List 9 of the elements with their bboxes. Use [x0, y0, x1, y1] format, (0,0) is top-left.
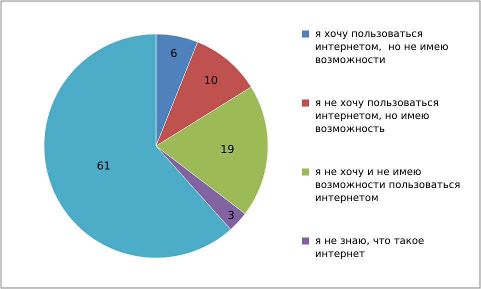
legend-label: я не хочу и не имею возможности пользоваться интернетом — [315, 167, 460, 204]
legend-label: я не хочу пользоваться интернетом, но имею возможность — [315, 98, 439, 135]
legend-label: я хочу пользоваться интернетом, но не имею возможности — [315, 29, 448, 66]
legend-label: я не знаю, что такое интернет — [315, 236, 424, 260]
data-label: 6 — [170, 47, 178, 60]
data-label: 10 — [204, 74, 218, 88]
data-label: 3 — [228, 208, 235, 222]
data-label: 61 — [96, 159, 111, 172]
data-label: 19 — [220, 142, 234, 156]
